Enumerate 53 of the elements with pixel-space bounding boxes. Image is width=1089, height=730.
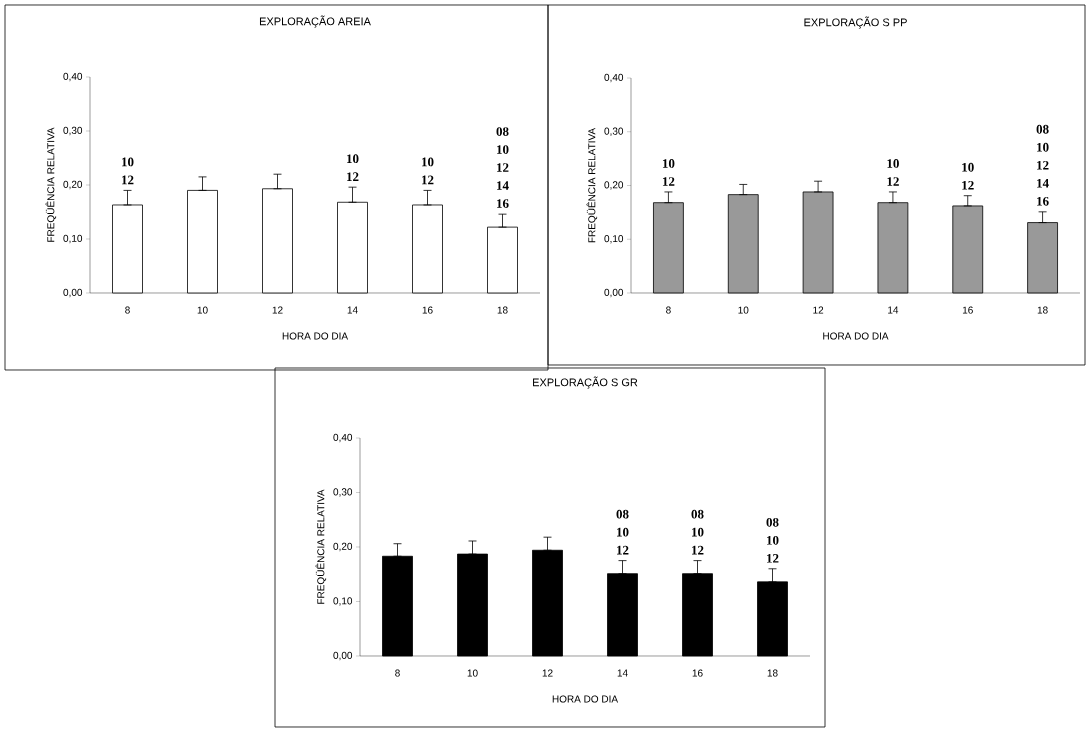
y-tick-label: 0,00	[63, 288, 83, 298]
y-tick-label: 0,00	[333, 651, 353, 661]
y-tick-label: 0,10	[63, 234, 83, 244]
x-tick-label: 14	[347, 306, 358, 314]
x-tick-label: 8	[125, 306, 130, 314]
annotation: 10 12	[962, 162, 974, 190]
y-tick-label: 0,00	[604, 288, 624, 298]
x-tick-label: 10	[738, 306, 749, 314]
y-axis-title: FREQÜÊNCIA RELATIVA	[315, 489, 327, 604]
annotation: 10 12	[422, 157, 434, 185]
y-tick-label: 0,30	[333, 488, 353, 497]
annotation: 10 12	[347, 154, 359, 181]
annotation: 08 10 12	[616, 509, 629, 555]
x-tick-label: 16	[962, 306, 973, 314]
y-axis-title: FREQÜÊNCIA RELATIVA	[586, 127, 598, 243]
y-tick-label: 0,40	[63, 72, 83, 82]
annotation: 08 10 12	[691, 509, 704, 555]
chart-title: EXPLORAÇÃO S GR	[533, 376, 638, 389]
chart-title: EXPLORAÇÃO S PP	[804, 16, 907, 29]
y-tick-label: 0,20	[333, 542, 353, 552]
x-tick-label: 14	[888, 306, 899, 314]
chart-title: EXPLORAÇÃO AREIA	[259, 15, 371, 28]
x-axis-title: HORA DO DIA	[282, 332, 349, 340]
x-axis-title: HORA DO DIA	[552, 695, 619, 703]
annotation: 10 12	[887, 159, 899, 186]
annotation: 08 10 12 14 16	[496, 127, 509, 208]
x-tick-label: 18	[1037, 306, 1048, 314]
x-axis-title: HORA DO DIA	[823, 332, 889, 340]
annotation: 10 12	[662, 159, 675, 186]
y-tick-label: 0,30	[604, 127, 624, 136]
annotation: 08 10 12 14 16	[1036, 124, 1049, 206]
x-tick-label: 14	[617, 669, 628, 677]
x-tick-label: 10	[467, 669, 478, 677]
x-tick-label: 12	[542, 669, 553, 677]
annotation: 08 10 12	[766, 517, 779, 563]
y-tick-label: 0,40	[604, 73, 624, 83]
annotation: 10 12	[122, 157, 134, 185]
x-tick-label: 8	[395, 669, 400, 677]
y-tick-label: 0,10	[333, 597, 353, 606]
x-tick-label: 16	[422, 306, 433, 314]
x-tick-label: 18	[767, 669, 778, 677]
y-tick-label: 0,20	[63, 180, 83, 190]
y-tick-label: 0,10	[604, 235, 624, 244]
x-tick-label: 16	[692, 669, 703, 677]
x-tick-label: 12	[813, 306, 824, 314]
y-axis-title: FREQÜÊNCIA RELATIVA	[45, 127, 57, 242]
x-tick-label: 18	[497, 306, 508, 314]
y-tick-label: 0,40	[333, 433, 353, 443]
y-tick-label: 0,20	[604, 181, 624, 190]
y-tick-label: 0,30	[63, 126, 83, 136]
x-tick-label: 10	[197, 306, 208, 314]
x-tick-label: 12	[272, 306, 283, 314]
x-tick-label: 8	[666, 306, 671, 314]
